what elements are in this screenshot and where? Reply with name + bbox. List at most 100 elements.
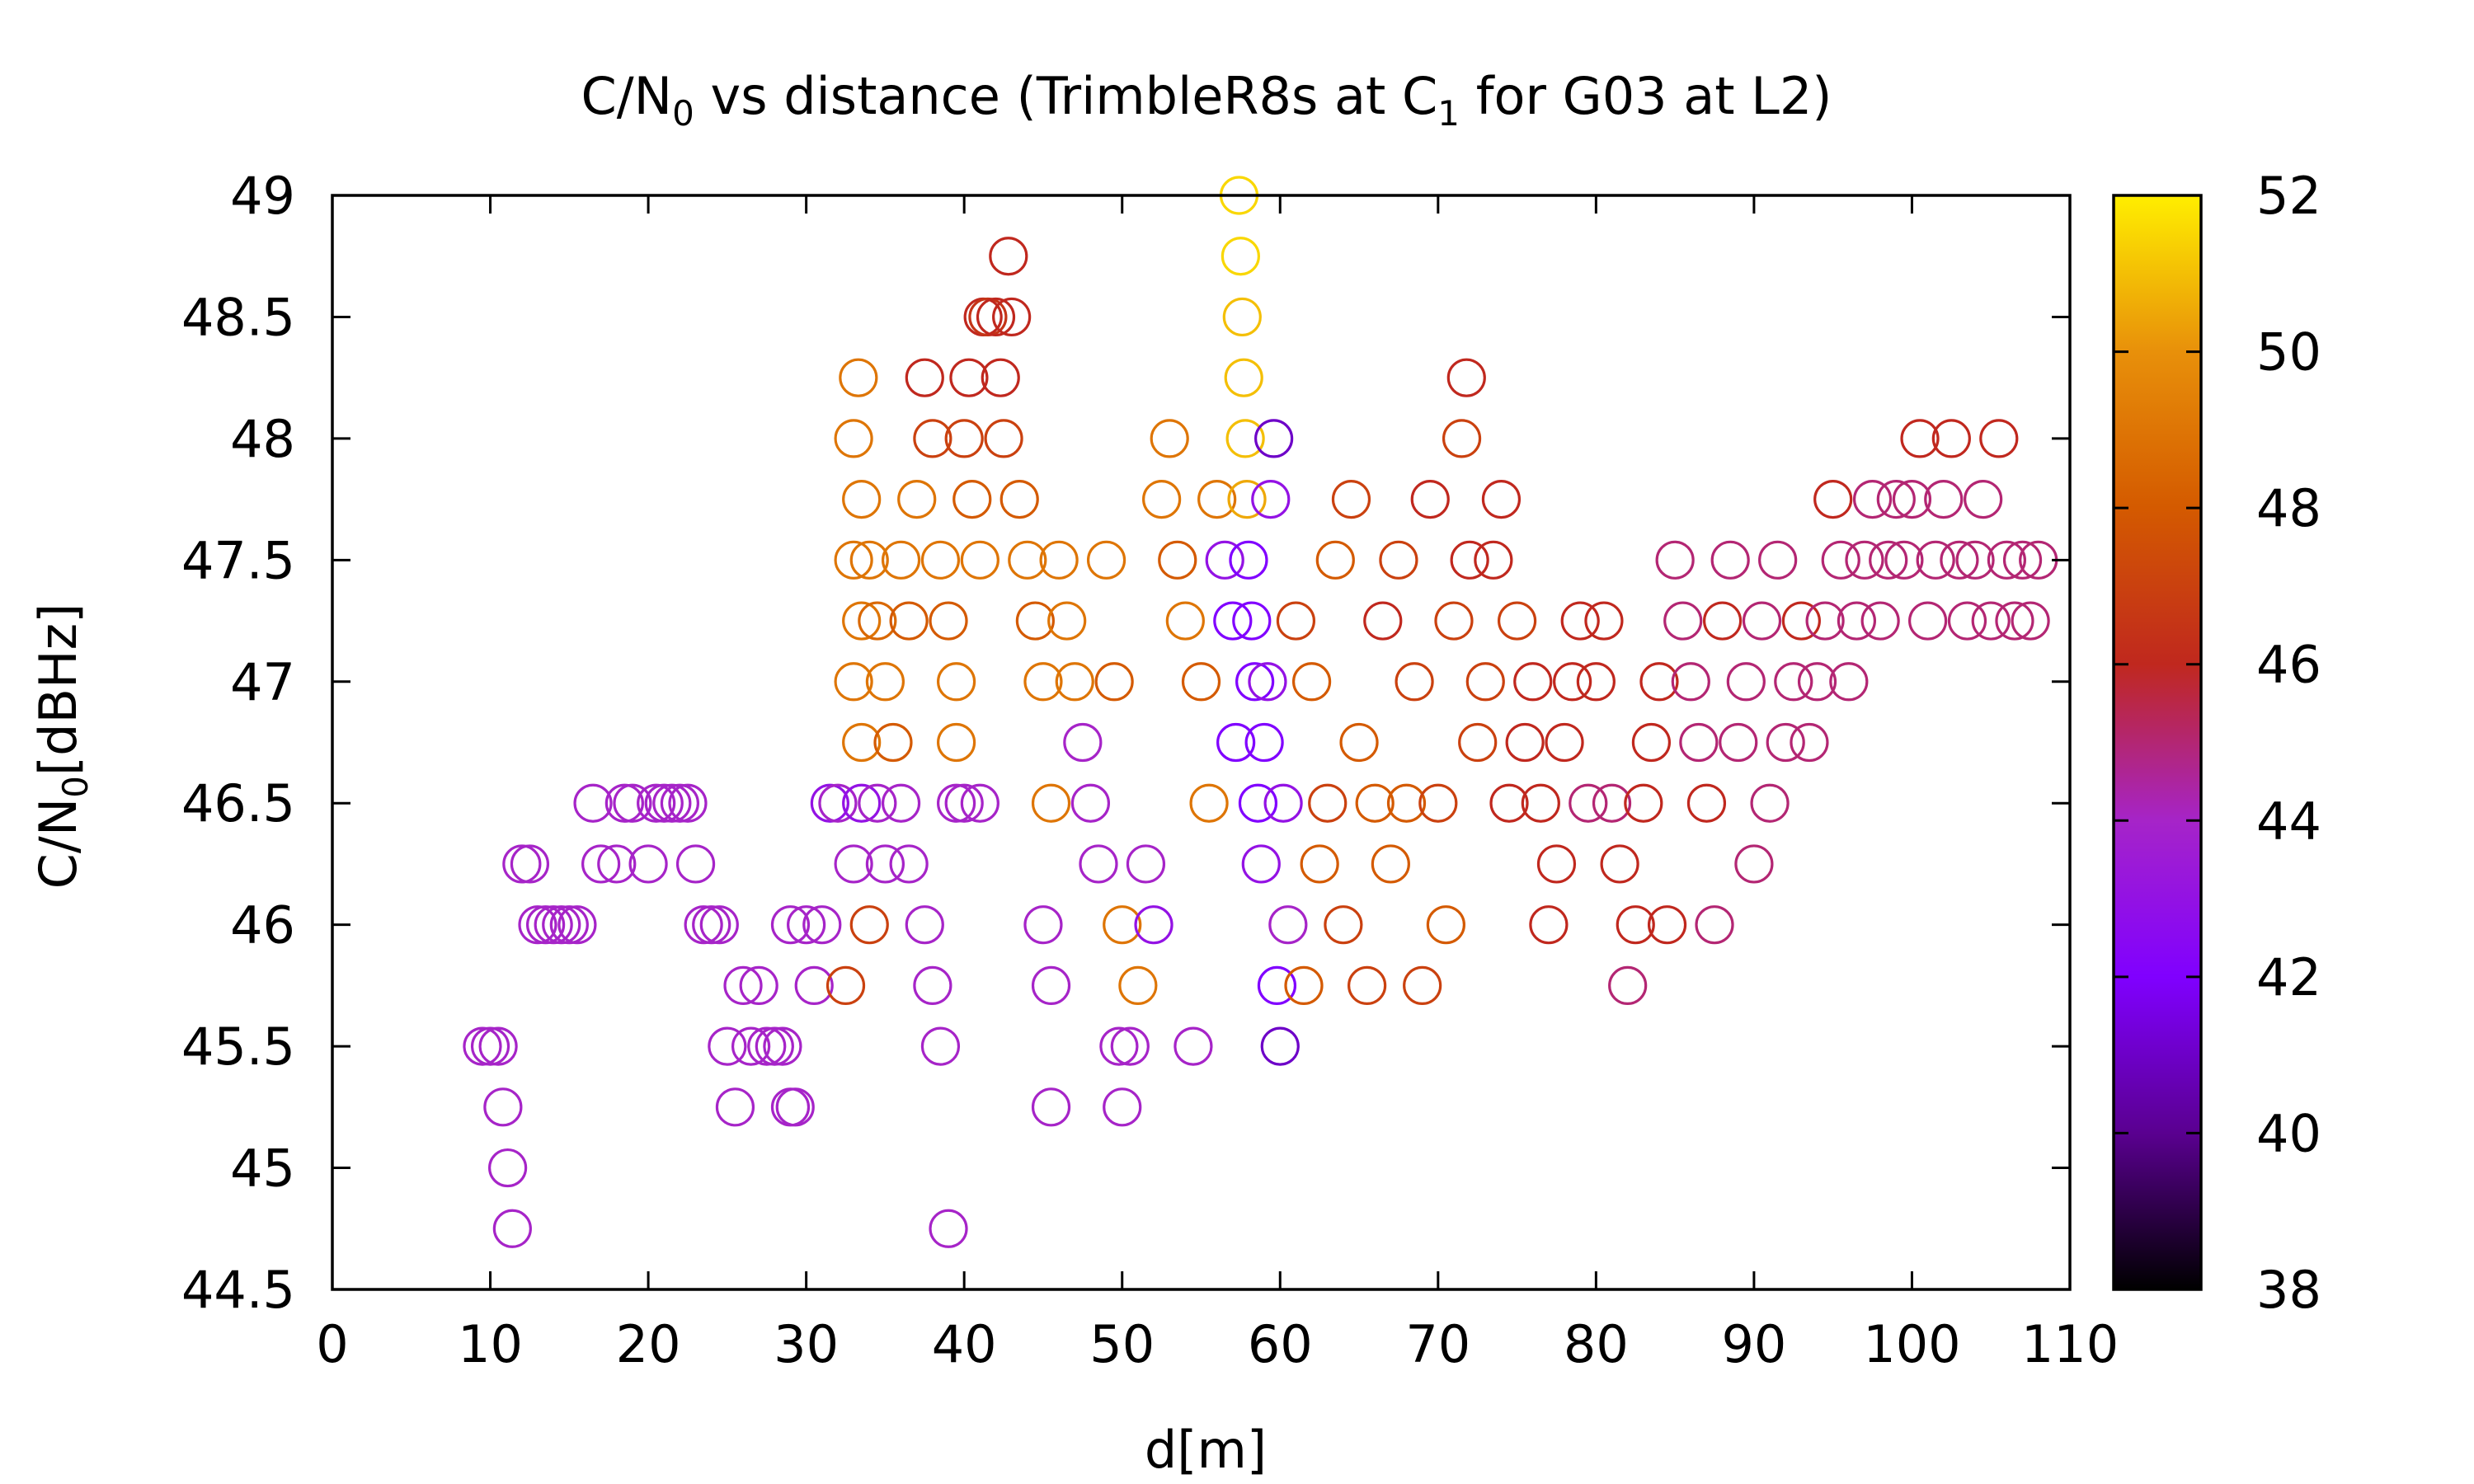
data-point — [1446, 358, 1486, 397]
colorbar-tick-label: 38 — [2256, 1260, 2321, 1320]
data-point — [1348, 965, 1387, 1005]
data-point — [1300, 844, 1339, 884]
data-point — [1686, 783, 1727, 823]
x-tick-label: 70 — [1405, 1314, 1470, 1374]
data-point — [1118, 965, 1158, 1005]
data-point — [478, 1026, 518, 1066]
data-point — [920, 540, 961, 580]
data-point — [1758, 540, 1798, 580]
data-point — [1238, 783, 1278, 823]
data-point — [1458, 722, 1498, 763]
data-point — [949, 358, 989, 397]
x-tick-label: 90 — [1721, 1314, 1786, 1374]
data-point — [1047, 601, 1087, 641]
data-point — [1553, 662, 1592, 702]
data-point — [534, 905, 573, 945]
data-point — [1505, 722, 1545, 763]
data-point — [1450, 540, 1489, 580]
data-point — [968, 297, 1008, 337]
data-point — [1254, 419, 1294, 458]
data-point — [929, 601, 968, 641]
data-point — [1521, 783, 1560, 823]
data-point — [989, 237, 1028, 276]
data-point — [1225, 419, 1265, 458]
data-point — [525, 905, 566, 945]
data-point — [1418, 783, 1458, 823]
data-point — [1241, 844, 1281, 884]
data-point — [1663, 601, 1703, 641]
data-point — [1884, 540, 1924, 580]
data-point — [652, 783, 692, 823]
data-point — [1008, 540, 1047, 580]
colorbar-tick-label: 46 — [2256, 635, 2321, 695]
data-point — [1263, 783, 1303, 823]
data-point — [1284, 965, 1324, 1005]
data-point — [905, 358, 944, 397]
y-tick-label: 47.5 — [181, 530, 295, 590]
data-point — [1797, 662, 1837, 702]
data-point — [1094, 662, 1134, 702]
data-point — [483, 1087, 523, 1127]
data-point — [1869, 540, 1908, 580]
data-point — [470, 1026, 510, 1066]
data-point — [1655, 540, 1695, 580]
data-point — [1070, 783, 1111, 823]
data-point — [708, 1026, 747, 1066]
data-point — [1055, 662, 1094, 702]
data-point — [842, 480, 882, 519]
axes — [331, 194, 2072, 1291]
data-point — [1103, 1087, 1142, 1127]
data-point — [897, 480, 937, 519]
y-tick-label: 44.5 — [181, 1260, 295, 1320]
data-point — [542, 905, 581, 945]
data-point — [1560, 601, 1600, 641]
y-tick-label: 48.5 — [181, 287, 295, 347]
data-point — [981, 358, 1020, 397]
data-point — [944, 419, 984, 458]
data-point — [984, 419, 1023, 458]
x-tick-label: 110 — [2021, 1314, 2119, 1374]
data-point — [492, 1209, 532, 1248]
data-point — [692, 905, 731, 945]
data-point — [1695, 905, 1734, 945]
data-point — [1232, 601, 1272, 641]
data-point — [849, 540, 889, 580]
data-point — [1584, 601, 1624, 641]
data-point — [1742, 601, 1782, 641]
data-point — [1979, 419, 2019, 458]
data-point — [787, 905, 826, 945]
data-point — [549, 905, 589, 945]
data-point — [1434, 601, 1474, 641]
data-point — [1126, 844, 1166, 884]
data-point — [1710, 540, 1750, 580]
data-point — [518, 905, 557, 945]
data-point — [1474, 540, 1513, 580]
tick-marks — [331, 194, 2072, 1291]
colorbar-tick-label: 48 — [2256, 478, 2321, 538]
data-point — [739, 965, 778, 1005]
data-point — [644, 783, 684, 823]
data-point — [1221, 237, 1260, 276]
data-point — [834, 662, 873, 702]
data-point — [1181, 662, 1221, 702]
data-point — [628, 844, 668, 884]
data-point — [1608, 965, 1648, 1005]
data-point — [1536, 844, 1577, 884]
data-point — [834, 419, 873, 458]
data-point — [597, 844, 637, 884]
data-point — [1222, 297, 1262, 337]
data-point — [1631, 722, 1672, 763]
data-point — [699, 905, 739, 945]
data-point — [1442, 419, 1482, 458]
data-point — [1616, 905, 1655, 945]
data-point — [905, 905, 944, 945]
data-point — [1039, 540, 1079, 580]
colorbar-tick-label: 44 — [2256, 791, 2321, 851]
data-point — [1189, 783, 1229, 823]
data-point — [1410, 480, 1450, 519]
x-tick-label: 60 — [1248, 1314, 1313, 1374]
data-point — [1569, 783, 1608, 823]
data-point — [573, 783, 613, 823]
data-point — [1386, 783, 1427, 823]
data-point — [1197, 480, 1237, 519]
